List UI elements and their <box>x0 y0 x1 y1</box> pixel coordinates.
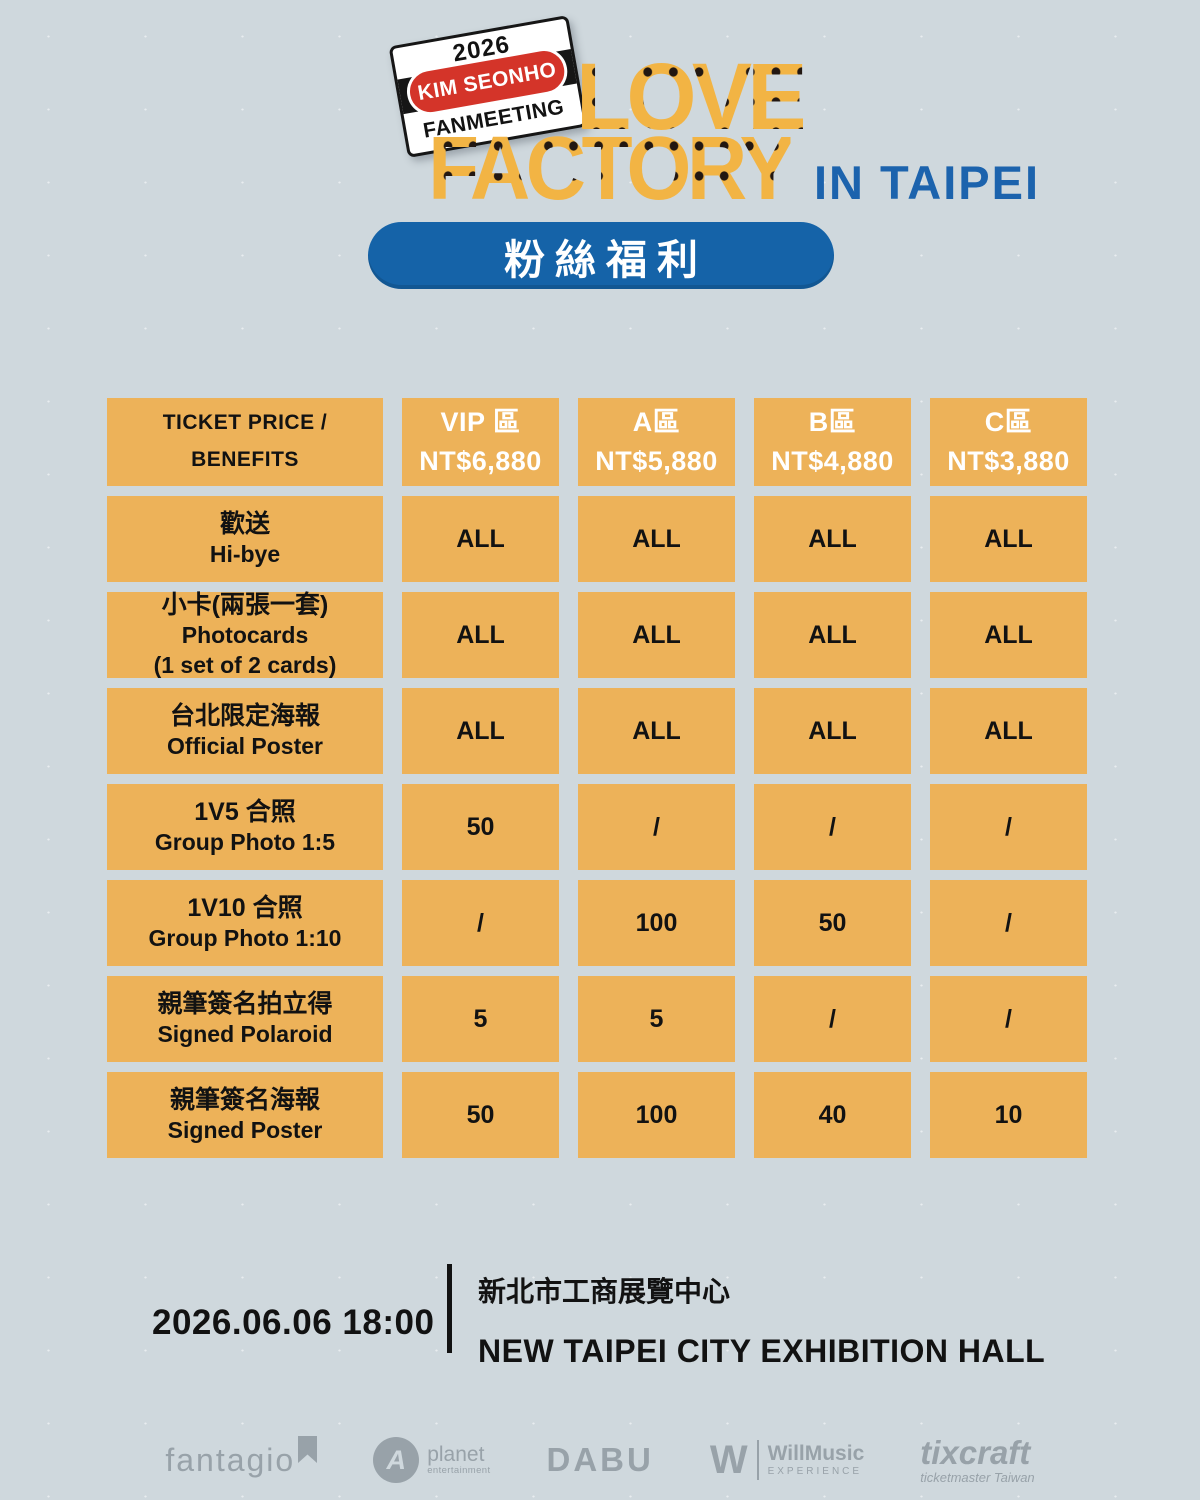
sponsor-logo-aplanet: A planet entertainment <box>373 1437 490 1483</box>
benefit-label-signed-poster: 親筆簽名海報 Signed Poster <box>107 1072 383 1158</box>
sponsor-logo-willmusic: W WillMusic EXPERIENCE <box>710 1438 864 1483</box>
tier-zone: A區 <box>632 406 681 437</box>
benefit-value-cell: / <box>930 784 1087 870</box>
benefit-en: Signed Polaroid <box>157 1021 333 1048</box>
tier-price: NT$5,880 <box>595 446 718 476</box>
sponsor-logo-row: fantagio A planet entertainment DABU W W… <box>0 1428 1200 1492</box>
tier-header-c: C區 NT$3,880 <box>930 398 1087 486</box>
benefit-en: Official Poster <box>167 733 323 760</box>
benefit-value-cell: ALL <box>930 592 1087 678</box>
benefit-label-group-photo-1-5: 1V5 合照 Group Photo 1:5 <box>107 784 383 870</box>
tier-zone: B區 <box>808 406 857 437</box>
benefit-value-cell: ALL <box>754 688 911 774</box>
benefit-value-cell: 50 <box>402 1072 559 1158</box>
benefit-value-cell: / <box>754 784 911 870</box>
willmusic-w-icon: W <box>709 1437 748 1482</box>
benefit-value-cell: 40 <box>754 1072 911 1158</box>
benefit-value-cell: ALL <box>402 592 559 678</box>
benefit-value-cell: ALL <box>754 592 911 678</box>
benefit-value-cell: ALL <box>754 496 911 582</box>
benefit-en: Group Photo 1:10 <box>148 925 342 952</box>
benefit-zh: 1V10 合照 <box>187 893 303 922</box>
dabu-wordmark: DABU <box>546 1441 654 1478</box>
willmusic-name: WillMusic <box>767 1442 865 1466</box>
benefit-en: Signed Poster <box>167 1117 323 1144</box>
benefit-en: Photocards <box>181 622 309 649</box>
fan-benefits-label: 粉絲福利 <box>504 236 708 283</box>
benefit-value-cell: 100 <box>578 880 735 966</box>
aplanet-circle-icon: A <box>373 1437 420 1483</box>
benefit-value-cell: 10 <box>930 1072 1087 1158</box>
benefit-value-cell: / <box>754 976 911 1062</box>
header-line2: BENEFITS <box>191 448 299 471</box>
willmusic-text: WillMusic EXPERIENCE <box>768 1442 865 1478</box>
aplanet-initial: A <box>386 1444 406 1475</box>
benefit-value-cell: 5 <box>402 976 559 1062</box>
benefit-value-cell: ALL <box>578 592 735 678</box>
benefit-en: Hi-bye <box>209 541 281 568</box>
venue-name-en: NEW TAIPEI CITY EXHIBITION HALL <box>478 1333 1046 1369</box>
header-line1: TICKET PRICE / <box>162 411 328 435</box>
tier-price: NT$4,880 <box>771 446 894 476</box>
willmusic-sub: EXPERIENCE <box>767 1466 863 1478</box>
tier-price: NT$6,880 <box>419 446 542 476</box>
benefit-value-cell: ALL <box>402 496 559 582</box>
benefit-zh: 台北限定海報 <box>169 701 320 730</box>
benefits-table: TICKET PRICE / BENEFITS VIP 區 NT$6,880 A… <box>107 398 1087 1158</box>
venue-name-zh: 新北市工商展覽中心 <box>478 1276 731 1307</box>
tier-price: NT$3,880 <box>947 446 1070 476</box>
benefit-value-cell: / <box>930 880 1087 966</box>
benefit-value-cell: 50 <box>754 880 911 966</box>
benefit-value-cell: 100 <box>578 1072 735 1158</box>
benefit-zh: 親筆簽名拍立得 <box>157 989 333 1018</box>
benefit-label-photocards: 小卡(兩張一套) Photocards (1 set of 2 cards) <box>107 590 383 679</box>
benefit-zh: 歡送 <box>219 509 270 538</box>
bookmark-icon <box>298 1435 318 1463</box>
benefit-value-cell: ALL <box>578 496 735 582</box>
benefit-value-cell: / <box>930 976 1087 1062</box>
benefit-label-signed-polaroid: 親筆簽名拍立得 Signed Polaroid <box>107 976 383 1062</box>
benefit-en: Group Photo 1:5 <box>154 829 336 856</box>
benefit-label-group-photo-1-10: 1V10 合照 Group Photo 1:10 <box>107 880 383 966</box>
tixcraft-wordmark: tixcraft <box>920 1433 1031 1471</box>
tier-header-a: A區 NT$5,880 <box>578 398 735 486</box>
tier-header-b: B區 NT$4,880 <box>754 398 911 486</box>
willmusic-divider <box>756 1440 759 1480</box>
benefit-value-cell: 50 <box>402 784 559 870</box>
benefit-value-cell: ALL <box>578 688 735 774</box>
benefit-label-hi-bye: 歡送 Hi-bye <box>107 496 383 582</box>
aplanet-sub: entertainment <box>427 1465 491 1477</box>
benefit-en2: (1 set of 2 cards) <box>153 652 337 679</box>
header-cell-benefits: TICKET PRICE / BENEFITS <box>107 398 383 486</box>
title-location: IN TAIPEI <box>814 156 1041 209</box>
tier-header-vip: VIP 區 NT$6,880 <box>402 398 559 486</box>
event-datetime: 2026.06.06 18:00 <box>152 1303 435 1342</box>
sponsor-logo-tixcraft: tixcraft ticketmaster Taiwan <box>920 1433 1035 1485</box>
sponsor-logo-dabu: DABU <box>547 1441 654 1479</box>
benefit-value-cell: ALL <box>930 496 1087 582</box>
event-divider <box>447 1264 452 1353</box>
benefit-value-cell: / <box>578 784 735 870</box>
benefit-value-cell: ALL <box>930 688 1087 774</box>
fantagio-wordmark: fantagio <box>165 1441 296 1478</box>
fan-benefits-banner: 粉絲福利 <box>368 222 834 289</box>
benefit-zh: 親筆簽名海報 <box>169 1085 320 1114</box>
sponsor-logo-fantagio: fantagio <box>165 1435 318 1479</box>
tier-zone: C區 <box>984 406 1033 437</box>
benefit-zh: 1V5 合照 <box>194 797 296 826</box>
benefit-value-cell: ALL <box>402 688 559 774</box>
title-factory: FACTORY <box>428 119 795 219</box>
title-love: LOVE <box>576 44 807 150</box>
benefit-zh: 小卡(兩張一套) <box>161 590 329 619</box>
benefit-label-official-poster: 台北限定海報 Official Poster <box>107 688 383 774</box>
benefit-value-cell: 5 <box>578 976 735 1062</box>
tier-zone: VIP 區 <box>440 406 521 437</box>
benefit-value-cell: / <box>402 880 559 966</box>
aplanet-name: planet <box>427 1443 485 1467</box>
tixcraft-sub: ticketmaster Taiwan <box>920 1469 1035 1485</box>
aplanet-text: planet entertainment <box>427 1443 490 1477</box>
